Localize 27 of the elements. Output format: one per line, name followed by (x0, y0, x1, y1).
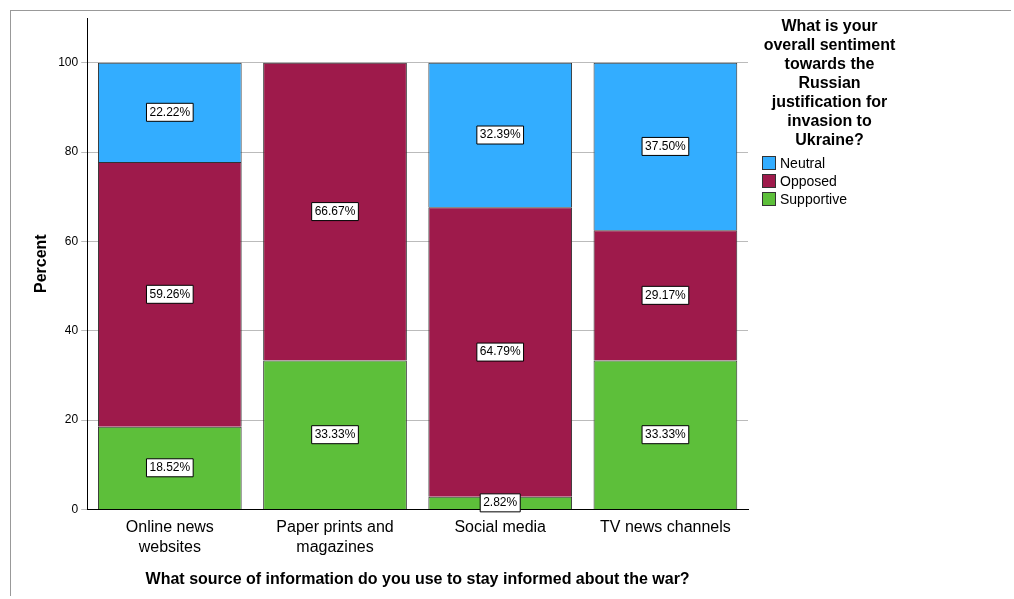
legend-label: Supportive (780, 191, 847, 207)
y-tick-label: 60 (64, 233, 79, 248)
text: Opposed (780, 173, 837, 189)
y-tick-label: 80 (64, 144, 79, 159)
data-label: 64.79% (479, 344, 521, 359)
y-tick-label: 20 (64, 412, 79, 427)
x-tick-label: Social media (454, 518, 547, 536)
data-label: 33.33% (314, 427, 356, 442)
data-label: 66.67% (314, 203, 356, 218)
data-label: 33.33% (645, 427, 687, 442)
data-label: 59.26% (149, 286, 191, 301)
x-tick-label: TV news channels (600, 518, 731, 536)
y-tick-label: 100 (58, 54, 79, 69)
data-label: 37.50% (645, 138, 687, 153)
data-label: 32.39% (479, 127, 521, 142)
y-tick-label: 0 (71, 501, 79, 516)
x-tick-label: Online news websites (125, 518, 214, 555)
y-axis-title: Percent (32, 233, 50, 294)
y-tick-label: 40 (64, 323, 79, 338)
data-label: 2.82% (483, 495, 518, 510)
data-label: 22.22% (149, 104, 191, 119)
legend-title: What is your overall sentiment towards the Russian justification for invasion to Ukraine? (762, 16, 897, 149)
data-label: 18.52% (149, 460, 191, 475)
data-label: 29.17% (645, 287, 687, 302)
x-axis-title: What source of information do you use to stay informed about the war? (145, 569, 690, 587)
legend-label: Neutral (780, 155, 826, 171)
x-tick-label: Paper prints and magazines (276, 518, 394, 555)
